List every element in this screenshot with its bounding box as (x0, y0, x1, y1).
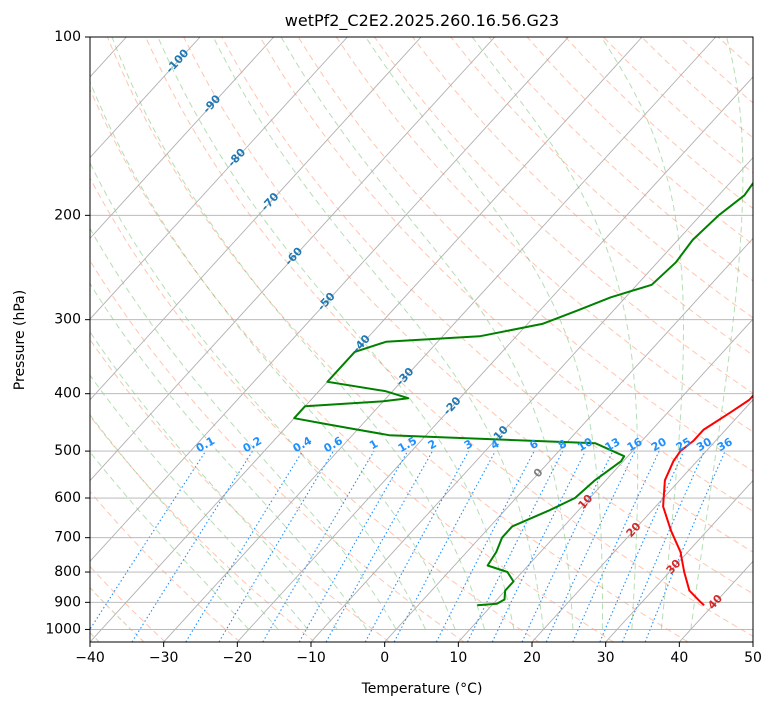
isotherm-line (90, 37, 348, 320)
axis-ticks: −40 −30 −20 −10 0 10 20 30 40 50 100 200 300 400 500 60… (45, 29, 762, 666)
moist-adiabat-line (90, 374, 309, 630)
x-tick-label: 30 (597, 650, 615, 666)
isotherm-line (90, 37, 643, 642)
isotherm-line (90, 37, 201, 159)
mixing-ratio-line (621, 450, 705, 642)
moist-adiabat-line (365, 37, 603, 630)
isotherm-line (90, 37, 275, 240)
dry-adiabat-line (106, 37, 689, 642)
y-tick-label: 1000 (45, 621, 81, 637)
y-tick-label: 400 (54, 386, 81, 402)
x-tick-label: −30 (149, 650, 179, 666)
dry-adiabat-line (183, 37, 753, 595)
x-tick-label: 0 (380, 650, 389, 666)
y-tick-label: 800 (54, 564, 81, 580)
isotherm-line (90, 37, 569, 562)
dry-adiabat-line (90, 565, 166, 642)
chart-title: wetPf2_C2E2.2025.260.16.56.G23 (285, 11, 559, 31)
dry-adiabat-line (90, 490, 241, 642)
moist-adiabat-line (111, 37, 485, 630)
dry-adiabat-line (90, 415, 316, 642)
mixing-ratio-line (364, 450, 470, 642)
mixing-ratio-line (90, 450, 207, 631)
y-tick-label: 300 (54, 312, 81, 328)
background-lines (90, 37, 753, 642)
dry-adiabat-line (412, 37, 753, 356)
dry-adiabat-line (450, 37, 753, 319)
series-layer (293, 181, 753, 607)
mixing-ratio-line (131, 450, 254, 642)
moist-adiabat-line (471, 37, 639, 630)
isotherm-line (237, 76, 753, 642)
dry-adiabat-line (90, 88, 614, 642)
isotherm-line (458, 318, 753, 642)
moist-adiabat-line (90, 80, 456, 630)
mixing-ratio-line (185, 450, 304, 642)
x-tick-label: 20 (523, 650, 541, 666)
dry-adiabat-line (221, 37, 753, 553)
y-tick-label: 500 (54, 443, 81, 459)
x-tick-label: 50 (744, 650, 762, 666)
plot-frame (89, 36, 754, 643)
mixing-ratio-line (467, 450, 564, 642)
y-axis-label: Pressure (hPa) (12, 290, 28, 390)
mixing-ratio-line (393, 450, 496, 642)
x-tick-label: 10 (449, 650, 467, 666)
y-tick-label: 700 (54, 530, 81, 546)
mixing-ratio-line (572, 450, 660, 642)
moist-adiabat-line (690, 37, 744, 630)
isotherm-line (90, 37, 422, 401)
dry-adiabat-line (90, 176, 540, 642)
moist-adiabat-line (157, 37, 515, 630)
x-axis-label: Temperature (°C) (361, 681, 483, 697)
y-tick-label: 200 (54, 207, 81, 223)
moist-adiabat-line (212, 37, 544, 630)
moist-adiabat-line (90, 282, 368, 630)
x-tick-label: 40 (670, 650, 688, 666)
isotherm-line (605, 479, 753, 642)
isotherm-line (531, 399, 753, 642)
dry-adiabat-line (90, 338, 390, 642)
reference-curve (90, 586, 145, 642)
x-tick-label: −20 (223, 650, 253, 666)
mixing-ratio-line (325, 450, 433, 642)
moist-adiabat-line (90, 227, 397, 630)
dry-adiabat-line (90, 259, 465, 642)
mixing-ratio-line (644, 450, 726, 642)
temperature-profile-line (662, 394, 753, 606)
y-tick-label: 100 (54, 29, 81, 45)
y-tick-label: 900 (54, 594, 81, 610)
moist-adiabat-line (600, 37, 684, 630)
dewpoint-profile-line (293, 181, 753, 607)
moist-adiabat-line (90, 331, 338, 630)
dry-adiabat-line (259, 37, 753, 512)
moist-adiabat-line (280, 37, 574, 630)
isotherm-line (384, 237, 753, 642)
x-tick-label: −10 (296, 650, 326, 666)
y-tick-label: 600 (54, 490, 81, 506)
plot-content: -100-90-80-70-60-50-40-30-20-10010203040… (90, 37, 753, 642)
x-tick-label: −40 (75, 650, 105, 666)
isotherm-line (310, 156, 753, 642)
isotherm-line (90, 37, 496, 482)
